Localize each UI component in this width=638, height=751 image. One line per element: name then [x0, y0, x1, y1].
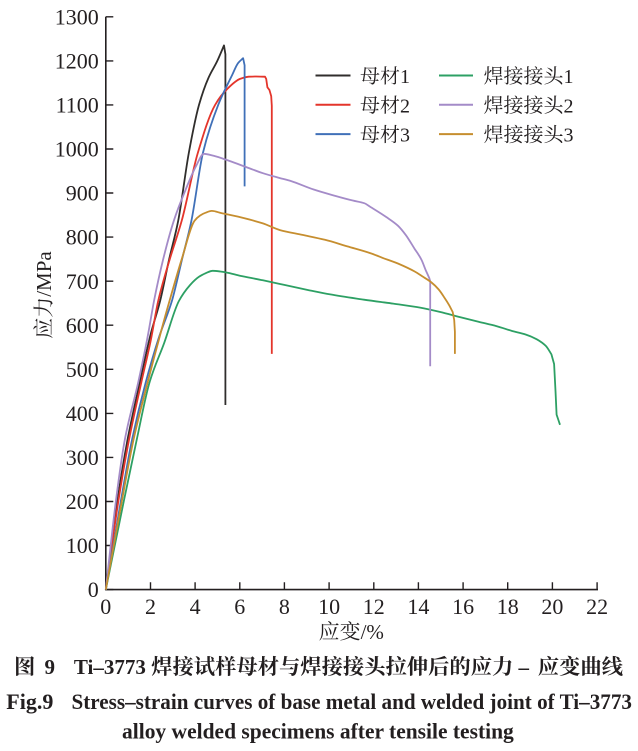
svg-text:100: 100: [66, 533, 99, 558]
svg-text:1000: 1000: [55, 137, 99, 162]
svg-text:22: 22: [586, 594, 608, 619]
svg-text:9: 9: [45, 655, 56, 679]
svg-text:2: 2: [564, 95, 574, 117]
svg-text:alloy welded specimens after t: alloy welded specimens after tensile tes…: [122, 718, 514, 743]
svg-text:Fig.9: Fig.9: [6, 689, 53, 714]
svg-text:3: 3: [400, 125, 410, 147]
svg-text:8: 8: [279, 594, 290, 619]
svg-text:1100: 1100: [56, 93, 99, 118]
svg-text:12: 12: [363, 594, 385, 619]
svg-text:2: 2: [400, 95, 410, 117]
svg-text:800: 800: [66, 225, 99, 250]
svg-text:500: 500: [66, 357, 99, 382]
svg-text:200: 200: [66, 489, 99, 514]
svg-text:3: 3: [564, 125, 574, 147]
svg-text:0: 0: [88, 577, 99, 602]
svg-text:10: 10: [318, 594, 340, 619]
svg-text:/%: /%: [361, 620, 384, 644]
svg-text:–: –: [518, 655, 530, 679]
svg-text:900: 900: [66, 181, 99, 206]
svg-text:2: 2: [145, 594, 156, 619]
svg-text:1300: 1300: [55, 4, 99, 29]
svg-text:6: 6: [234, 594, 245, 619]
svg-text:700: 700: [66, 269, 99, 294]
svg-text:Stress–strain curves of base m: Stress–strain curves of base metal and w…: [72, 689, 633, 714]
svg-text:4: 4: [190, 594, 201, 619]
svg-text:20: 20: [541, 594, 563, 619]
svg-text:16: 16: [452, 594, 474, 619]
svg-text:300: 300: [66, 445, 99, 470]
svg-text:600: 600: [66, 313, 99, 338]
svg-text:18: 18: [497, 594, 519, 619]
svg-text:/MPa: /MPa: [32, 251, 56, 297]
svg-text:0: 0: [100, 594, 111, 619]
svg-text:1: 1: [564, 66, 574, 88]
svg-text:14: 14: [407, 594, 429, 619]
svg-text:1: 1: [400, 66, 410, 88]
svg-text:1200: 1200: [55, 49, 99, 74]
svg-text:400: 400: [66, 401, 99, 426]
svg-text:Ti–3773: Ti–3773: [74, 655, 146, 679]
